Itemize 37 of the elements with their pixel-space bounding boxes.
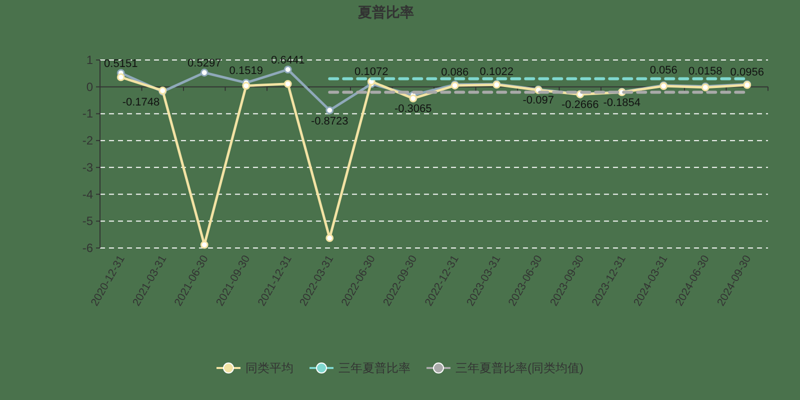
- data-label: -0.1748: [122, 96, 160, 109]
- data-label: 0.1072: [354, 66, 388, 78]
- y-tick-label: -1: [82, 106, 94, 121]
- data-label: 0.5297: [188, 58, 222, 70]
- data-label: -0.1854: [603, 96, 641, 109]
- point: [409, 94, 418, 102]
- data-label: 0.0158: [688, 65, 722, 78]
- y-tick-label: 1: [86, 53, 94, 67]
- legend-label: 三年夏普比率: [338, 361, 410, 375]
- data-label: 0.6441: [271, 54, 305, 67]
- y-tick-label: -5: [82, 214, 94, 228]
- chart-title: 夏普比率: [357, 4, 414, 20]
- data-label: 0.0956: [730, 66, 764, 78]
- y-tick-label: -2: [82, 134, 94, 148]
- data-label: 0.1022: [480, 66, 514, 78]
- point: [200, 68, 208, 77]
- y-tick-label: -6: [82, 241, 94, 255]
- data-label: -0.8723: [310, 115, 348, 128]
- point: [242, 82, 250, 90]
- data-label: 0.1519: [229, 64, 263, 77]
- point: [200, 240, 208, 249]
- point: [284, 66, 292, 74]
- point: [326, 234, 334, 242]
- point: [326, 106, 334, 114]
- legend-label: 同类平均: [246, 361, 294, 375]
- y-tick-label: -4: [82, 187, 94, 202]
- data-label: -0.097: [522, 94, 554, 106]
- y-tick-label: -3: [82, 160, 94, 174]
- data-label: 0.056: [650, 64, 678, 76]
- data-label: 0.086: [441, 66, 469, 79]
- point: [284, 80, 292, 88]
- legend-label: 三年夏普比率(同类均值): [456, 361, 584, 375]
- data-label: -0.2666: [561, 99, 599, 112]
- data-label: -0.3065: [394, 103, 432, 116]
- data-label: 0.5151: [104, 58, 138, 70]
- point: [116, 73, 125, 82]
- y-tick-label: 0: [86, 80, 94, 94]
